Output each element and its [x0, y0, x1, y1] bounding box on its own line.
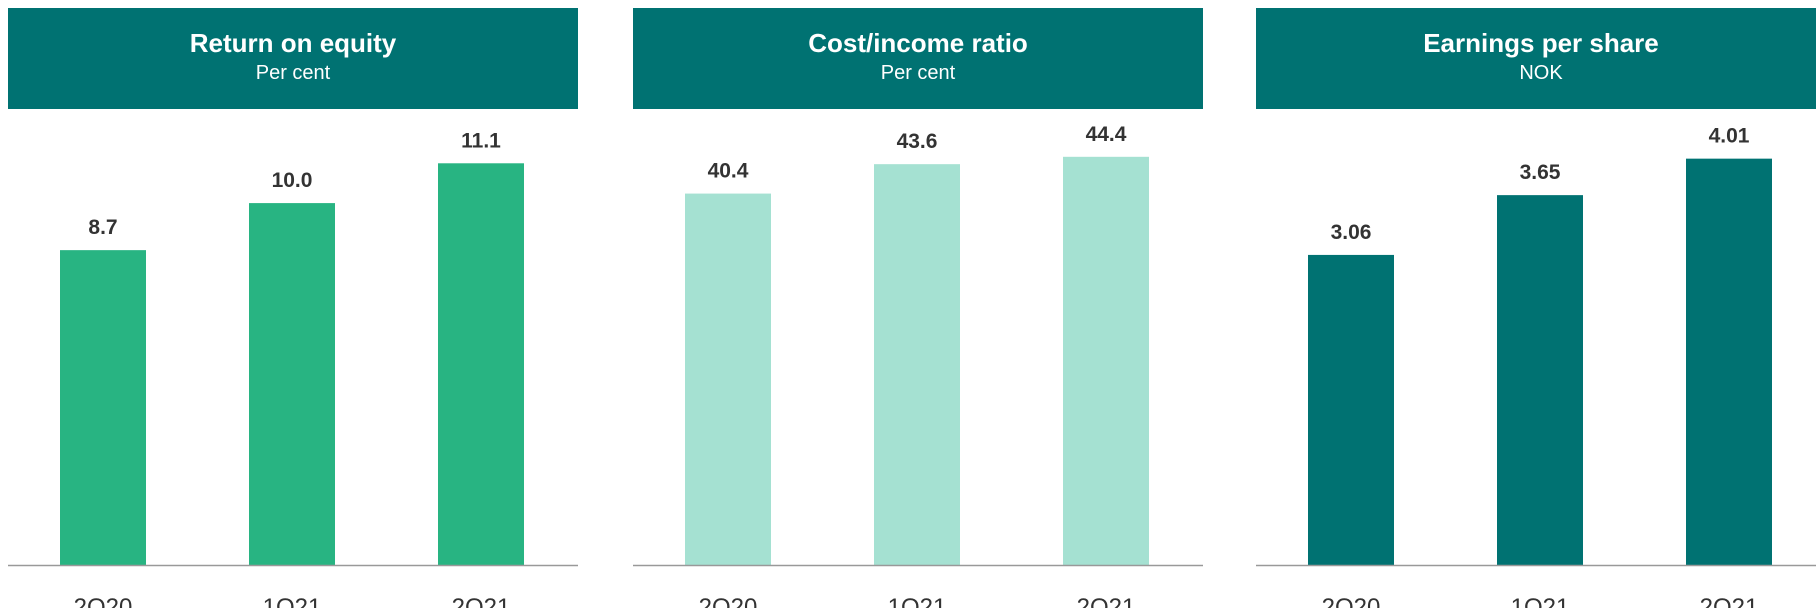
- category-label: 2Q20: [699, 594, 758, 608]
- chart-title: Earnings per share: [1423, 28, 1659, 58]
- bar-plot-return-on-equity: 8.7 2Q20 10.0 1Q21 11.1 2Q21: [8, 129, 578, 608]
- bar-2q21: [1686, 158, 1772, 566]
- bar-2q21: [1063, 156, 1149, 565]
- data-label: 4.01: [1709, 125, 1750, 148]
- bar-2q20: [60, 250, 146, 565]
- chart-earnings-per-share: Earnings per share NOK 3.06 2Q20 3.65 1Q21 4…: [1256, 8, 1816, 608]
- data-label: 3.06: [1331, 221, 1372, 244]
- chart-subtitle: Per cent: [255, 62, 331, 84]
- chart-header: Cost/income ratio Per cent: [633, 8, 1203, 109]
- data-label: 11.1: [461, 129, 501, 152]
- data-label: 8.7: [88, 216, 117, 239]
- category-label: 2Q20: [1322, 594, 1381, 608]
- bar-2q21: [438, 163, 524, 565]
- chart-title: Cost/income ratio: [808, 28, 1028, 58]
- data-label: 43.6: [897, 130, 938, 153]
- category-label: 1Q21: [888, 594, 947, 608]
- category-label: 2Q20: [74, 594, 133, 608]
- bar-plot-cost-income-ratio: 40.4 2Q20 43.6 1Q21 44.4 2Q21: [633, 123, 1203, 608]
- category-label: 1Q21: [1511, 594, 1570, 608]
- chart-return-on-equity: Return on equity Per cent 8.7 2Q20 10.0 1Q2…: [8, 8, 578, 608]
- bar-1q21: [249, 203, 335, 565]
- data-label: 3.65: [1520, 161, 1561, 184]
- category-label: 2Q21: [452, 594, 511, 608]
- bar-1q21: [874, 164, 960, 565]
- data-label: 40.4: [708, 160, 749, 183]
- chart-header: Earnings per share NOK: [1256, 8, 1816, 109]
- category-label: 2Q21: [1077, 594, 1136, 608]
- data-label: 10.0: [272, 169, 313, 192]
- data-label: 44.4: [1086, 123, 1127, 146]
- chart-subtitle: Per cent: [880, 62, 956, 84]
- chart-cost-income-ratio: Cost/income ratio Per cent 40.4 2Q20 43.6 1…: [633, 8, 1203, 608]
- chart-subtitle: NOK: [1519, 62, 1563, 84]
- category-label: 1Q21: [263, 594, 322, 608]
- bar-2q20: [685, 193, 771, 566]
- chart-header: Return on equity Per cent: [8, 8, 578, 109]
- bar-plot-earnings-per-share: 3.06 2Q20 3.65 1Q21 4.01 2Q21: [1256, 125, 1816, 608]
- bar-2q20: [1308, 254, 1394, 566]
- bar-1q21: [1497, 195, 1583, 565]
- category-label: 2Q21: [1700, 594, 1759, 608]
- chart-title: Return on equity: [189, 28, 397, 58]
